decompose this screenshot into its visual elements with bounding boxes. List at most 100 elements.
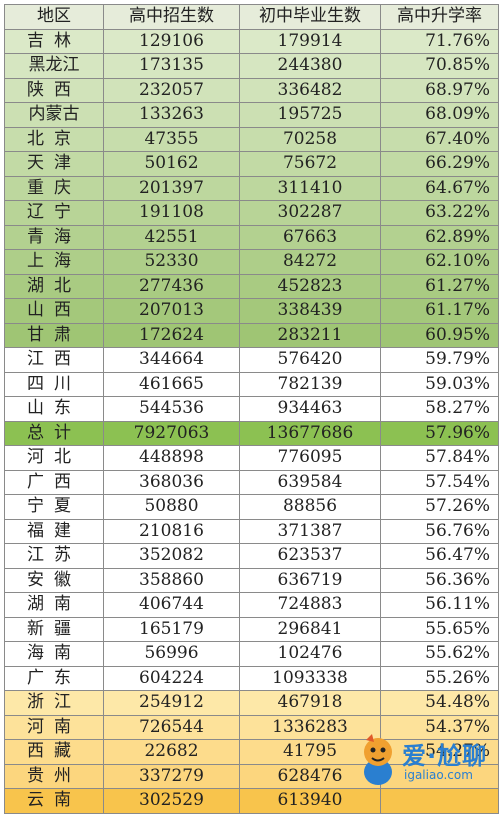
enroll-cell: 358860 <box>103 567 240 593</box>
region-cell: 四川 <box>4 371 104 397</box>
region-cell: 云南 <box>4 788 104 814</box>
region-cell: 江苏 <box>4 543 104 569</box>
rate-cell <box>380 788 499 814</box>
rate-cell: 55.26% <box>380 665 499 691</box>
mascot-icon <box>364 734 392 785</box>
rate-cell: 56.76% <box>380 518 499 544</box>
table-row: 湖北 277436 452823 61.27% <box>4 273 499 299</box>
rate-cell: 66.29% <box>380 151 499 177</box>
region-cell: 江西 <box>4 347 104 373</box>
grads-cell: 244380 <box>239 53 381 79</box>
region-cell: 广东 <box>4 665 104 691</box>
region-cell: 陕西 <box>4 77 104 103</box>
watermark: 爱·尬聊 igaliao.com <box>354 732 494 790</box>
enroll-cell: 207013 <box>103 298 240 324</box>
grads-cell: 311410 <box>239 175 381 201</box>
enroll-cell: 210816 <box>103 518 240 544</box>
rate-cell: 55.62% <box>380 641 499 667</box>
rate-cell <box>380 763 499 789</box>
enroll-cell: 254912 <box>103 690 240 716</box>
region-cell: 内蒙古 <box>4 102 104 128</box>
enroll-cell: 344664 <box>103 347 240 373</box>
enroll-cell: 448898 <box>103 445 240 471</box>
rate-cell: 56.11% <box>380 592 499 618</box>
rate-cell: 56.47% <box>380 543 499 569</box>
grads-cell: 452823 <box>239 273 381 299</box>
region-cell: 西藏 <box>4 739 104 765</box>
grads-cell: 613940 <box>239 788 381 814</box>
rate-cell: 57.26% <box>380 494 499 520</box>
grads-cell: 782139 <box>239 371 381 397</box>
rate-cell: 70.85% <box>380 53 499 79</box>
region-cell: 吉林 <box>4 28 104 54</box>
table-row: 吉林 129106 179914 71.76% <box>4 28 499 54</box>
table-row: 江苏 352082 623537 56.47% <box>4 543 499 569</box>
table-row: 河北 448898 776095 57.84% <box>4 445 499 471</box>
table-row: 河南 726544 1336283 54.37% <box>4 714 499 740</box>
header-enroll: 高中招生数 <box>103 4 240 30</box>
watermark-url: igaliao.com <box>404 768 473 782</box>
enrollment-rate-table: 地区 高中招生数 初中毕业生数 高中升学率 吉林 129106 179914 71.7… <box>4 4 499 814</box>
grads-cell: 88856 <box>239 494 381 520</box>
grads-cell: 636719 <box>239 567 381 593</box>
grads-cell: 75672 <box>239 151 381 177</box>
enroll-cell: 173135 <box>103 53 240 79</box>
table-row: 广西 368036 639584 57.54% <box>4 469 499 495</box>
grads-cell: 302287 <box>239 200 381 226</box>
region-cell: 天津 <box>4 151 104 177</box>
region-cell: 湖南 <box>4 592 104 618</box>
table-row: 云南 302529 613940 <box>4 788 499 814</box>
grads-cell: 639584 <box>239 469 381 495</box>
table-row: 山西 207013 338439 61.17% <box>4 298 499 324</box>
grads-cell: 283211 <box>239 322 381 348</box>
table-row: 北京 47355 70258 67.40% <box>4 126 499 152</box>
rate-cell: 56.36% <box>380 567 499 593</box>
enroll-cell: 165179 <box>103 616 240 642</box>
region-cell: 甘肃 <box>4 322 104 348</box>
enroll-cell: 52330 <box>103 249 240 275</box>
rate-cell: 54.27% <box>380 739 499 765</box>
region-cell: 辽宁 <box>4 200 104 226</box>
rate-cell: 57.96% <box>380 420 499 446</box>
header-grads: 初中毕业生数 <box>239 4 381 30</box>
region-cell: 福建 <box>4 518 104 544</box>
enroll-cell: 56996 <box>103 641 240 667</box>
enroll-cell: 191108 <box>103 200 240 226</box>
header-region: 地区 <box>4 4 104 30</box>
rate-cell: 67.40% <box>380 126 499 152</box>
grads-cell: 296841 <box>239 616 381 642</box>
grads-cell: 371387 <box>239 518 381 544</box>
enroll-cell: 50162 <box>103 151 240 177</box>
table-row: 青海 42551 67663 62.89% <box>4 224 499 250</box>
table-row: 新疆 165179 296841 55.65% <box>4 616 499 642</box>
table-row: 陕西 232057 336482 68.97% <box>4 77 499 103</box>
grads-cell: 195725 <box>239 102 381 128</box>
region-cell: 海南 <box>4 641 104 667</box>
enroll-cell: 50880 <box>103 494 240 520</box>
grads-cell: 1336283 <box>239 714 381 740</box>
table-row: 湖南 406744 724883 56.11% <box>4 592 499 618</box>
table-row: 海南 56996 102476 55.62% <box>4 641 499 667</box>
region-cell: 上海 <box>4 249 104 275</box>
rate-cell: 57.84% <box>380 445 499 471</box>
region-cell: 山东 <box>4 396 104 422</box>
enroll-cell: 406744 <box>103 592 240 618</box>
grads-cell: 41795 <box>239 739 381 765</box>
rate-cell: 63.22% <box>380 200 499 226</box>
region-cell: 贵州 <box>4 763 104 789</box>
enroll-cell: 133263 <box>103 102 240 128</box>
rate-cell: 68.97% <box>380 77 499 103</box>
table-row: 江西 344664 576420 59.79% <box>4 347 499 373</box>
watermark-brand: 爱·尬聊 <box>402 742 488 770</box>
rate-cell: 62.10% <box>380 249 499 275</box>
table-row: 黑龙江 173135 244380 70.85% <box>4 53 499 79</box>
enroll-cell: 726544 <box>103 714 240 740</box>
grads-cell: 724883 <box>239 592 381 618</box>
region-cell: 安徽 <box>4 567 104 593</box>
table-row: 山东 544536 934463 58.27% <box>4 396 499 422</box>
enroll-cell: 7927063 <box>103 420 240 446</box>
enroll-cell: 337279 <box>103 763 240 789</box>
table-row: 总计 7927063 13677686 57.96% <box>4 420 499 446</box>
rate-cell: 64.67% <box>380 175 499 201</box>
grads-cell: 13677686 <box>239 420 381 446</box>
